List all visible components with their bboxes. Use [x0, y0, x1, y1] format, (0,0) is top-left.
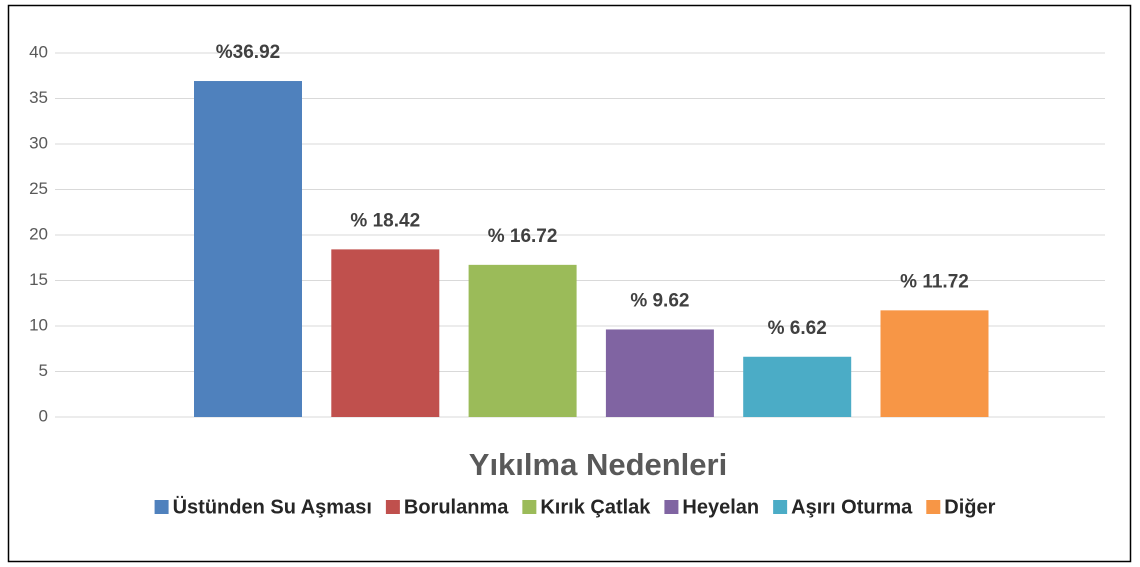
bar — [194, 81, 302, 417]
y-tick-label: 25 — [29, 179, 48, 198]
x-axis-title: Yıkılma Nedenleri — [469, 447, 727, 482]
bar — [743, 356, 852, 417]
legend-label: Kırık Çatlak — [540, 496, 651, 518]
value-label: %36.92 — [216, 42, 280, 63]
y-tick-label: 5 — [39, 361, 48, 380]
value-label: % 6.62 — [768, 318, 827, 339]
bar — [605, 329, 714, 417]
value-label: % 9.62 — [630, 290, 689, 311]
y-tick-label: 0 — [39, 406, 48, 425]
value-label: % 16.72 — [488, 226, 558, 247]
legend-label: Heyelan — [682, 496, 759, 518]
value-label: % 18.42 — [350, 210, 420, 231]
y-tick-label: 35 — [29, 88, 48, 107]
bar — [331, 249, 440, 417]
y-tick-label: 40 — [29, 42, 48, 61]
legend-swatch — [385, 500, 400, 514]
bar — [880, 310, 989, 417]
legend-label: Aşırı Oturma — [791, 496, 913, 518]
legend-swatch — [773, 500, 788, 514]
legend-label: Üstünden Su Aşması — [173, 495, 372, 518]
value-label: % 11.72 — [900, 271, 969, 292]
bar — [468, 264, 577, 417]
legend-label: Diğer — [944, 496, 995, 518]
legend-swatch — [522, 500, 537, 514]
y-tick-label: 20 — [29, 224, 48, 243]
legend-swatch — [664, 500, 679, 514]
legend-swatch — [926, 500, 941, 514]
y-tick-label: 10 — [29, 315, 48, 334]
y-tick-label: 15 — [29, 270, 48, 289]
y-tick-label: 30 — [29, 133, 48, 152]
legend-label: Borulanma — [404, 496, 509, 518]
legend: Üstünden Su Aşması Borulanma Kırık Çatlak H… — [154, 495, 996, 518]
legend-swatch — [154, 500, 169, 514]
